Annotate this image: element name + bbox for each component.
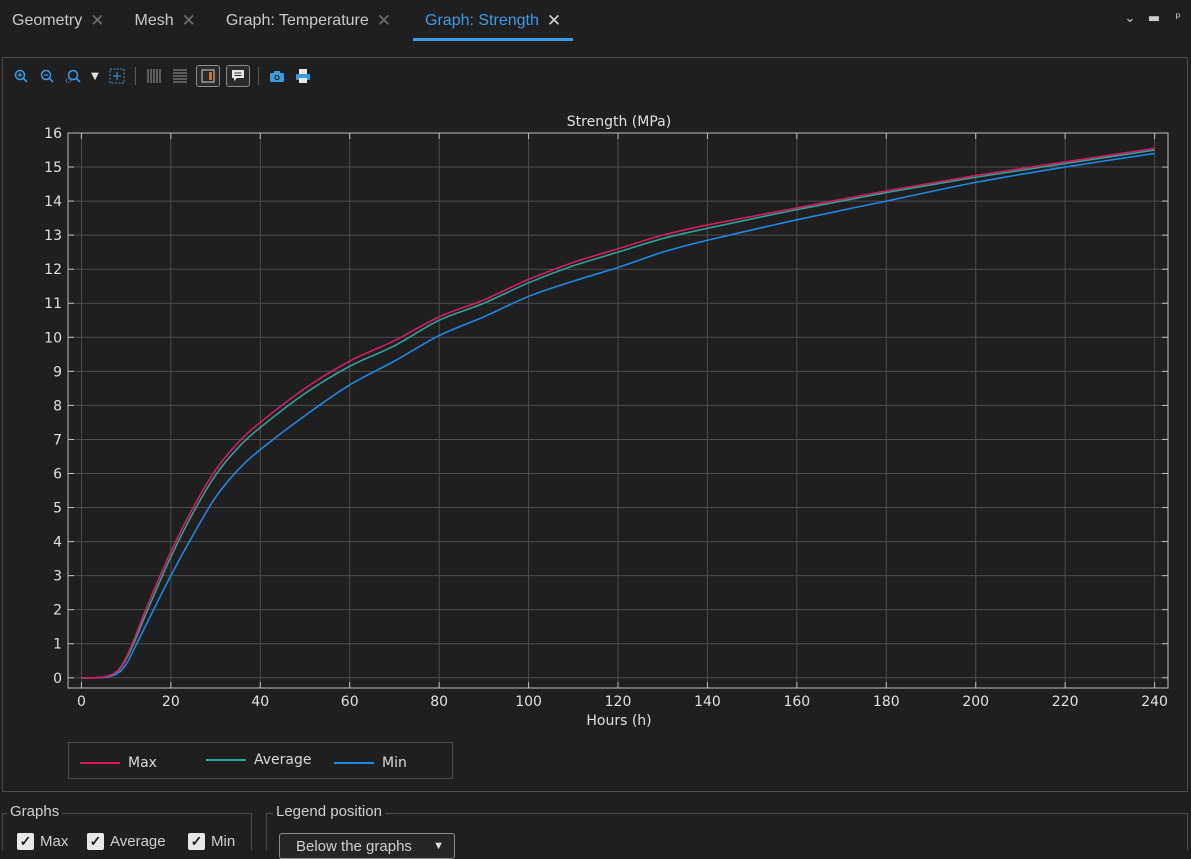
fit-icon[interactable]	[107, 66, 127, 86]
chart-title: Strength (MPa)	[567, 114, 671, 130]
tab-label: Geometry	[12, 12, 83, 29]
y-tick-label: 2	[53, 603, 62, 619]
checkbox-label: Average	[110, 833, 166, 850]
checkbox-checked-icon[interactable]: ✓	[87, 833, 104, 850]
tab-mesh[interactable]: Mesh ✕	[123, 0, 208, 42]
x-tick-label: 180	[873, 694, 900, 710]
tab-label: Graph: Strength	[425, 12, 539, 29]
y-tick-label: 4	[53, 535, 62, 551]
x-tick-label: 20	[162, 694, 180, 710]
legend-item-min: Min	[334, 755, 407, 771]
x-tick-label: 140	[694, 694, 721, 710]
x-axis-label: Hours (h)	[586, 713, 651, 729]
y-tick-label: 6	[53, 466, 62, 482]
close-icon[interactable]: ✕	[546, 11, 562, 30]
y-tick-label: 3	[53, 569, 62, 585]
tab-geometry[interactable]: Geometry ✕	[0, 0, 117, 42]
document-tab-bar: Geometry ✕ Mesh ✕ Graph: Temperature ✕ G…	[0, 0, 1191, 42]
close-icon[interactable]: ✕	[181, 11, 196, 30]
x-tick-label: 80	[430, 694, 448, 710]
graphs-group: Graphs ✓ Max ✓ Average ✓ Min	[2, 803, 252, 850]
graphs-group-title: Graphs	[7, 803, 63, 820]
series-line-max	[81, 147, 1155, 679]
y-tick-label: 13	[44, 228, 62, 244]
zoom-out-icon[interactable]	[37, 66, 57, 86]
pin-icon[interactable]: ᵖ	[1175, 11, 1181, 26]
checkbox-checked-icon[interactable]: ✓	[17, 833, 34, 850]
toolbar-separator	[135, 67, 136, 85]
y-tick-label: 5	[53, 501, 62, 517]
legend-toggle-icon[interactable]	[196, 65, 220, 87]
checkbox-label: Min	[211, 833, 236, 850]
legend-item-max: Max	[80, 755, 157, 771]
y-tick-label: 7	[53, 432, 62, 448]
zoom-region-icon[interactable]	[63, 66, 83, 86]
chart-grid	[68, 132, 1168, 688]
camera-icon[interactable]	[267, 66, 287, 86]
checkbox-min[interactable]: ✓ Min	[188, 833, 235, 850]
legend-swatch	[334, 762, 374, 764]
y-tick-label: 1	[53, 637, 62, 653]
legend-position-group-title: Legend position	[273, 803, 385, 820]
x-tick-label: 100	[515, 694, 542, 710]
chart-ticks: 0 20 40 60 80 100 120 140 160 180 200 220 2400123456…	[44, 126, 1168, 710]
checkbox-label: Max	[40, 833, 69, 850]
toolbar-separator	[258, 67, 259, 85]
y-tick-label: 14	[44, 194, 62, 210]
x-tick-label: 220	[1052, 694, 1079, 710]
chevron-down-icon: ▼	[433, 840, 444, 852]
y-tick-label: 10	[44, 330, 62, 346]
x-tick-label: 240	[1141, 694, 1168, 710]
horizontal-grid-icon[interactable]	[170, 66, 190, 86]
y-tick-label: 0	[53, 671, 62, 687]
x-tick-label: 120	[605, 694, 632, 710]
tab-graph-temperature[interactable]: Graph: Temperature ✕	[214, 0, 403, 42]
y-tick-label: 9	[53, 364, 62, 380]
chart-legend: Max Average Min	[68, 742, 453, 779]
chart-series	[81, 147, 1155, 679]
window-controls: ⌄ ▬ ᵖ	[1123, 11, 1185, 26]
checkbox-checked-icon[interactable]: ✓	[188, 833, 205, 850]
x-tick-label: 40	[251, 694, 269, 710]
y-tick-label: 16	[44, 126, 62, 142]
checkbox-max[interactable]: ✓ Max	[17, 833, 68, 850]
legend-swatch	[206, 759, 246, 761]
series-line-average	[81, 149, 1155, 679]
close-icon[interactable]: ✕	[90, 11, 105, 30]
series-line-min	[81, 152, 1155, 679]
legend-label: Min	[382, 755, 407, 771]
y-tick-label: 8	[53, 398, 62, 414]
annotation-icon[interactable]	[226, 65, 250, 87]
legend-label: Max	[128, 755, 157, 771]
tab-label: Mesh	[134, 12, 174, 29]
x-tick-label: 200	[962, 694, 989, 710]
legend-label: Average	[254, 752, 312, 768]
x-tick-label: 0	[77, 694, 86, 710]
zoom-in-icon[interactable]	[11, 66, 31, 86]
dropdown-arrow-icon[interactable]: ▼	[91, 70, 99, 82]
legend-position-select[interactable]: Below the graphs ▼	[279, 833, 455, 859]
chevron-down-icon[interactable]: ⌄	[1124, 11, 1136, 26]
y-tick-label: 12	[44, 262, 62, 278]
graph-toolbar: ▼	[11, 64, 313, 88]
tab-label: Graph: Temperature	[225, 12, 369, 29]
maximize-icon[interactable]: ▬	[1147, 11, 1161, 26]
legend-swatch	[80, 762, 120, 764]
y-tick-label: 15	[44, 160, 62, 176]
tab-graph-strength[interactable]: Graph: Strength ✕	[413, 0, 574, 42]
legend-position-group: Legend position Below the graphs ▼	[266, 803, 1188, 859]
y-tick-label: 11	[44, 296, 62, 312]
print-icon[interactable]	[293, 66, 313, 86]
checkbox-average[interactable]: ✓ Average	[87, 833, 166, 850]
legend-position-value: Below the graphs	[296, 837, 412, 855]
x-tick-label: 160	[783, 694, 810, 710]
close-icon[interactable]: ✕	[376, 11, 392, 30]
x-tick-label: 60	[341, 694, 359, 710]
legend-item-average: Average	[206, 752, 312, 768]
vertical-grid-icon[interactable]	[144, 66, 164, 86]
